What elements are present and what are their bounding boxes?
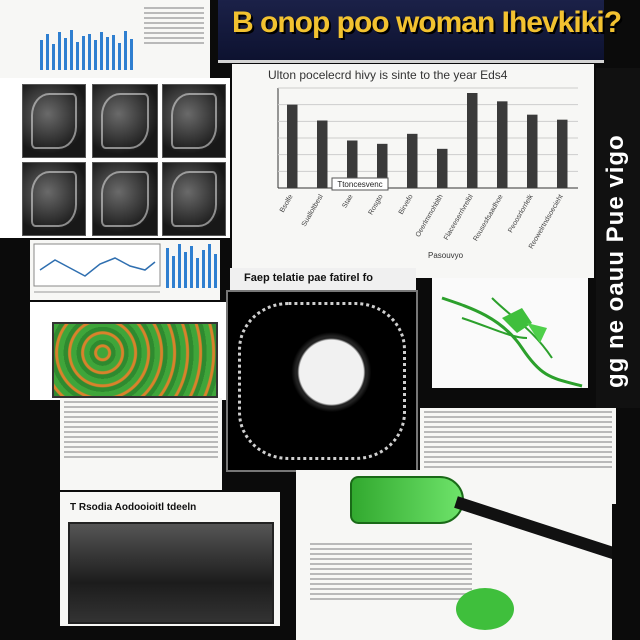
bar (527, 114, 538, 188)
x-tick-label: Reowelrtndsoecieht (528, 193, 565, 250)
bar (557, 119, 568, 188)
green-capsule (350, 476, 464, 524)
bar (467, 93, 478, 188)
bar (377, 143, 388, 188)
bar-chart-panel: Ulton pocelecrd hivy is sinte to the yea… (232, 64, 594, 278)
x-tick-label: Peoosrlorrlelk (507, 193, 535, 234)
line-chart-panel (30, 240, 220, 300)
plant-panel (432, 278, 588, 388)
microscope-tile (22, 162, 86, 236)
chart-caption-text: Ttoncesvenc (337, 180, 382, 189)
chart-title: Ulton pocelecrd hivy is sinte to the yea… (268, 68, 508, 82)
text-column-top-left (0, 0, 210, 78)
handle-bar (454, 496, 612, 561)
side-banner: gg ne oauu Pue vigo (596, 68, 640, 408)
panel-caption-box: Faep telatie pae fatirel fo (230, 268, 416, 290)
microscope-tile (92, 84, 158, 158)
bottom-right-panel (296, 470, 612, 640)
chart-caption-box (331, 177, 389, 191)
cell-image (226, 290, 418, 472)
blue-bar-strip (166, 244, 220, 288)
green-panel-frame (30, 302, 226, 400)
leaf-icon (456, 588, 514, 630)
bar (287, 104, 298, 188)
bar (317, 120, 328, 188)
x-tick-label: Oeerlmmohblth (415, 193, 445, 238)
text-column-mid-left (60, 398, 222, 490)
green-texture-image (52, 322, 218, 398)
rock-image (68, 522, 274, 624)
bottom-left-panel: T Rsodia Aodooioitl tdeeln (60, 492, 280, 626)
x-tick-label: Flaceeserrlvrelbl (443, 193, 475, 241)
panel-caption: Faep telatie pae fatirel fo (244, 272, 373, 284)
bar (497, 101, 508, 188)
microscope-grid (0, 78, 230, 238)
bar-chart: Bsolfe Sualloltbesl Stae Rosgto Birvefo Oeerl… (277, 87, 578, 260)
bar (437, 148, 448, 188)
microscope-tile (92, 162, 158, 236)
x-tick-label: Rosgto (368, 193, 385, 216)
title-banner: B onop poo woman Ihevkiki? (218, 0, 622, 63)
x-tick-label: Bsolfe (279, 193, 295, 213)
bar (347, 140, 358, 188)
mini-line-chart (33, 243, 161, 293)
x-tick-label: Sualloltbesl (301, 193, 325, 228)
bottom-left-caption: T Rsodia Aodooioitl tdeeln (70, 502, 197, 513)
bar (407, 133, 418, 188)
blue-bar-strip (40, 30, 133, 70)
side-banner-text: gg ne oauu Pue vigo (602, 134, 629, 388)
microscope-tile (162, 84, 226, 158)
x-axis-title: Pasouvyo (428, 251, 464, 260)
microscope-tile (22, 84, 86, 158)
x-tick-label: Rousesfsaadhoe (472, 193, 504, 242)
microscope-tile (162, 162, 226, 236)
x-tick-label: Stae (341, 193, 354, 209)
page-title: B onop poo woman Ihevkiki? (232, 6, 622, 39)
plant-illustration (441, 296, 583, 388)
x-tick-label: Birvefo (398, 193, 415, 215)
